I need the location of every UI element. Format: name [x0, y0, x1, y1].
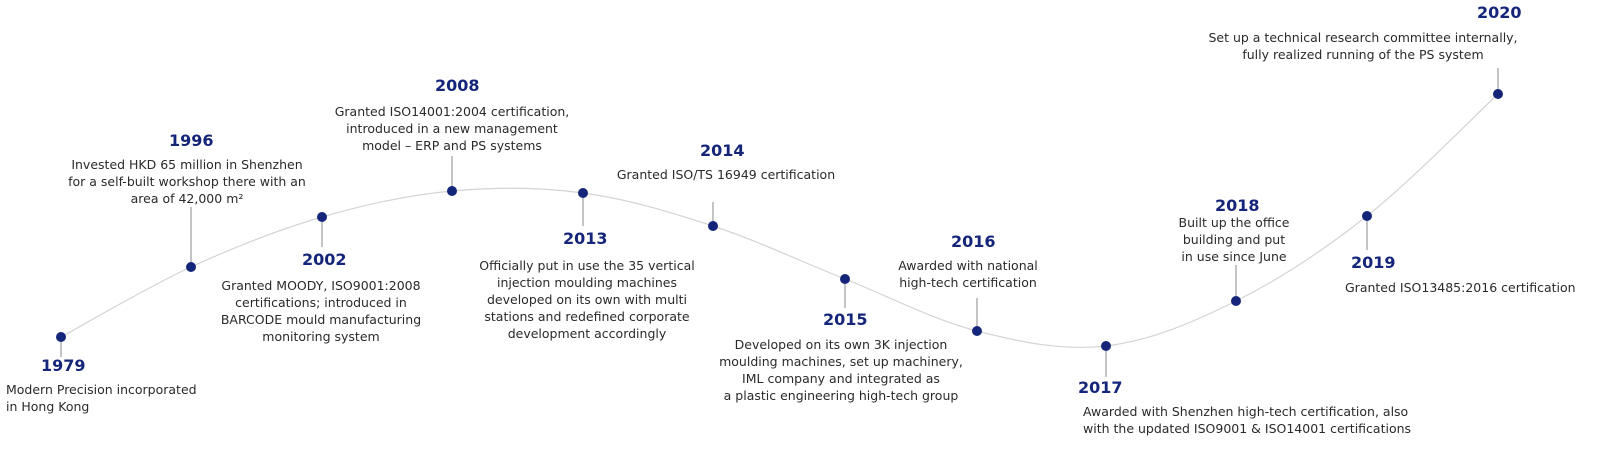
milestone-year-2018: 2018 — [1215, 196, 1260, 215]
milestone-text-2014: Granted ISO/TS 16949 certification — [616, 167, 836, 182]
milestone-year-2002: 2002 — [302, 250, 347, 269]
milestone-year-2017: 2017 — [1078, 378, 1123, 397]
milestone-year-2014: 2014 — [700, 141, 745, 160]
milestone-year-2020: 2020 — [1477, 3, 1522, 22]
milestone-text-2013: Officially put in use the 35 vertical in… — [479, 258, 695, 341]
milestone-year-2013: 2013 — [563, 229, 608, 248]
milestone-year-1996: 1996 — [169, 131, 214, 150]
milestone-text-2017: Awarded with Shenzhen high-tech certific… — [1083, 404, 1412, 436]
timeline-dot-2020 — [1493, 89, 1503, 99]
milestone-year-2016: 2016 — [951, 232, 996, 251]
timeline-dot-2013 — [578, 188, 588, 198]
milestone-text-2008: Granted ISO14001:2004 certification, int… — [334, 104, 570, 153]
milestone-text-2020: Set up a technical research committee in… — [1208, 30, 1518, 62]
timeline-dot-1979 — [56, 332, 66, 342]
milestone-text-1996: Invested HKD 65 million in Shenzhen for … — [68, 157, 306, 206]
timeline-dot-2014 — [708, 221, 718, 231]
timeline-stems — [60, 68, 1499, 377]
timeline-dot-1996 — [186, 262, 196, 272]
timeline-dot-2016 — [972, 326, 982, 336]
timeline-curve — [60, 93, 1499, 349]
timeline-dot-2002 — [317, 212, 327, 222]
timeline-dot-2018 — [1231, 296, 1241, 306]
timeline-dot-2015 — [840, 274, 850, 284]
milestone-text-2016: Awarded with national high-tech certific… — [898, 258, 1038, 290]
milestone-year-2019: 2019 — [1351, 253, 1396, 272]
timeline-dot-2017 — [1101, 341, 1111, 351]
milestone-text-2018: Built up the office building and put in … — [1178, 215, 1290, 264]
milestone-year-1979: 1979 — [41, 356, 86, 375]
milestone-text-1979: Modern Precision incorporated in Hong Ko… — [6, 382, 197, 414]
milestone-text-2019: Granted ISO13485:2016 certification — [1345, 280, 1576, 295]
milestone-year-2015: 2015 — [823, 310, 868, 329]
timeline-dot-2008 — [447, 186, 457, 196]
milestone-year-2008: 2008 — [435, 76, 480, 95]
milestone-text-2015: Developed on its own 3K injection mouldi… — [719, 337, 963, 403]
timeline-dots — [56, 89, 1503, 351]
milestone-text-2002: Granted MOODY, ISO9001:2008 certificatio… — [220, 278, 422, 344]
timeline-dot-2019 — [1362, 211, 1372, 221]
